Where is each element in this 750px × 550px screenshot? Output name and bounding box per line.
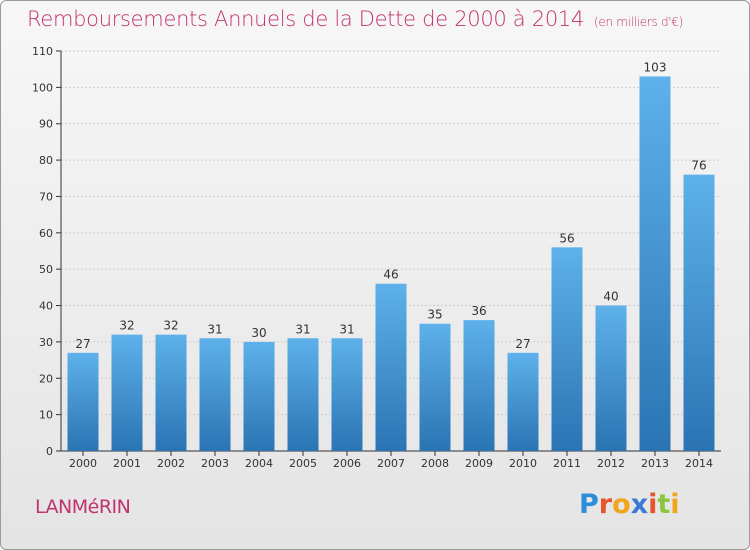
bar-value-label: 32 (119, 319, 134, 333)
x-tick-label: 2004 (245, 457, 273, 470)
y-tick-label: 110 (32, 45, 53, 58)
y-tick-label: 40 (39, 300, 53, 313)
y-tick-label: 10 (39, 409, 53, 422)
x-tick-label: 2010 (509, 457, 537, 470)
logo-letter: o (612, 489, 631, 520)
bar (375, 283, 407, 451)
bar-value-label: 27 (75, 337, 90, 351)
logo-letter: t (657, 489, 671, 520)
y-tick-label: 60 (39, 227, 53, 240)
bar (199, 338, 231, 451)
title-unit: (en milliers d'€) (594, 15, 684, 29)
bar (155, 334, 187, 451)
bar (67, 352, 99, 451)
bar-value-label: 31 (207, 322, 222, 336)
x-tick-label: 2005 (289, 457, 317, 470)
logo-letter: i (648, 489, 658, 520)
y-tick-label: 100 (32, 81, 53, 94)
title-text: Remboursements Annuels de la Dette de 20… (27, 7, 584, 31)
y-tick-label: 20 (39, 372, 53, 385)
bar-value-label: 36 (471, 304, 486, 318)
logo-letter: r (598, 489, 613, 520)
y-tick-label: 0 (46, 445, 53, 458)
bar (331, 338, 363, 451)
bar-value-label: 46 (383, 268, 398, 282)
y-tick-label: 70 (39, 190, 53, 203)
y-tick-label: 90 (39, 118, 53, 131)
bar (463, 320, 495, 451)
bar-value-label: 32 (163, 319, 178, 333)
y-tick-label: 30 (39, 336, 53, 349)
x-tick-label: 2002 (157, 457, 185, 470)
bar-value-label: 103 (644, 60, 667, 74)
x-tick-label: 2009 (465, 457, 493, 470)
bar-value-label: 76 (691, 159, 706, 173)
logo-letter: i (670, 489, 680, 520)
logo-letter: x (630, 489, 649, 520)
logo-letter: P (579, 489, 599, 520)
proxiti-logo: Proxiti (579, 489, 680, 520)
x-tick-label: 2014 (685, 457, 713, 470)
bar-value-label: 31 (339, 322, 354, 336)
bar-value-label: 56 (559, 231, 574, 245)
chart-title: Remboursements Annuels de la Dette de 20… (27, 7, 683, 31)
bar (507, 352, 539, 451)
bar-value-label: 30 (251, 326, 266, 340)
x-tick-label: 2011 (553, 457, 581, 470)
y-tick-label: 80 (39, 154, 53, 167)
bar (595, 305, 627, 451)
x-tick-label: 2000 (69, 457, 97, 470)
bar (639, 76, 671, 452)
bar (287, 338, 319, 451)
bar-value-label: 35 (427, 308, 442, 322)
bar (419, 323, 451, 451)
bar (551, 247, 583, 451)
town-name: LANMéRIN (35, 496, 131, 518)
x-tick-label: 2001 (113, 457, 141, 470)
y-tick-label: 50 (39, 263, 53, 276)
x-tick-label: 2003 (201, 457, 229, 470)
bar-value-label: 40 (603, 290, 618, 304)
bar (683, 174, 715, 452)
bar-value-label: 31 (295, 322, 310, 336)
bar (111, 334, 143, 451)
x-tick-label: 2006 (333, 457, 361, 470)
x-tick-label: 2008 (421, 457, 449, 470)
x-tick-label: 2012 (597, 457, 625, 470)
x-tick-label: 2013 (641, 457, 669, 470)
bar (243, 341, 275, 451)
x-tick-label: 2007 (377, 457, 405, 470)
bar-value-label: 27 (515, 337, 530, 351)
